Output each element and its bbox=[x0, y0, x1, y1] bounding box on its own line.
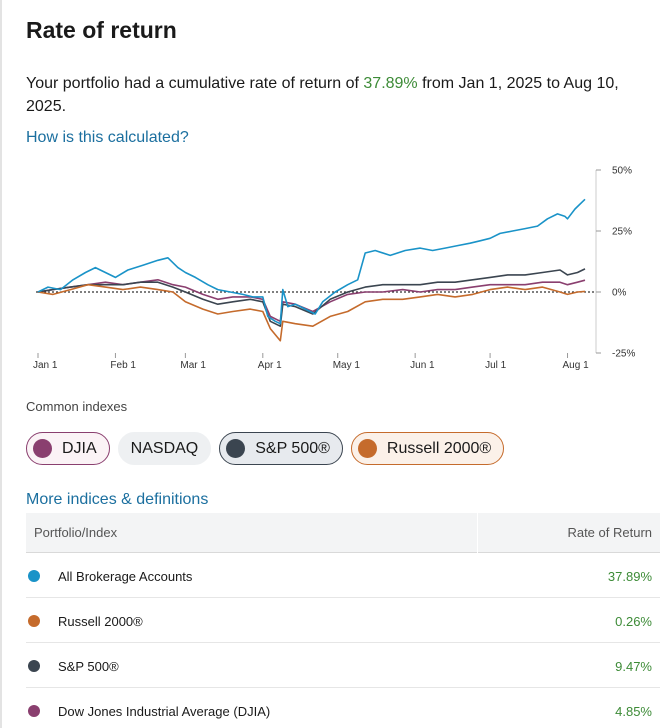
column-header-return: Rate of Return bbox=[567, 525, 652, 540]
table-row: S&P 500® 9.47% bbox=[26, 643, 660, 688]
chip-nasdaq[interactable]: NASDAQ bbox=[117, 432, 212, 465]
more-indices-link[interactable]: More indices & definitions bbox=[26, 491, 209, 508]
series-color-dot bbox=[28, 615, 40, 627]
row-return: 4.85% bbox=[615, 704, 652, 719]
column-header-name: Portfolio/Index bbox=[34, 525, 118, 540]
rate-of-return-chart: 50% 25% 0% -25% Jan 1 Feb 1 Mar 1 Apr 1 May 1 Jun… bbox=[33, 166, 635, 372]
summary-return-value: 37.89% bbox=[363, 75, 418, 92]
djia-color-dot bbox=[33, 439, 52, 458]
column-divider bbox=[477, 513, 478, 553]
series-line bbox=[37, 279, 586, 323]
x-tick-label: Apr 1 bbox=[258, 360, 282, 371]
y-tick-label: -25% bbox=[612, 349, 635, 360]
common-indexes-label: Common indexes bbox=[26, 399, 128, 414]
chip-sp500-label: S&P 500® bbox=[255, 439, 330, 457]
sp500-color-dot bbox=[226, 439, 246, 458]
x-tick-label: Mar 1 bbox=[180, 360, 206, 371]
x-tick-label: Jan 1 bbox=[33, 360, 58, 371]
row-return: 37.89% bbox=[607, 569, 652, 584]
y-tick-label: 50% bbox=[612, 166, 632, 177]
series-line bbox=[37, 268, 586, 327]
series-color-dot bbox=[28, 570, 40, 582]
chip-djia-label: DJIA bbox=[62, 439, 97, 457]
chip-nasdaq-label: NASDAQ bbox=[130, 439, 199, 457]
summary-prefix: Your portfolio had a cumulative rate of … bbox=[26, 75, 364, 92]
x-tick-label: Jul 1 bbox=[485, 360, 507, 371]
chip-djia[interactable]: DJIA bbox=[26, 432, 110, 465]
row-name: S&P 500® bbox=[58, 659, 119, 674]
page-title: Rate of return bbox=[26, 17, 177, 43]
x-tick-label: Aug 1 bbox=[563, 360, 590, 371]
row-name: All Brokerage Accounts bbox=[58, 569, 193, 584]
table-row: Dow Jones Industrial Average (DJIA) 4.85… bbox=[26, 688, 660, 728]
series-line bbox=[37, 198, 586, 325]
x-tick-label: May 1 bbox=[333, 360, 361, 371]
y-tick-label: 0% bbox=[612, 288, 627, 299]
y-tick-label: 25% bbox=[612, 227, 632, 238]
table-header: Portfolio/Index Rate of Return bbox=[26, 513, 660, 553]
series-color-dot bbox=[28, 705, 40, 717]
row-name: Russell 2000® bbox=[58, 614, 143, 629]
how-calculated-link[interactable]: How is this calculated? bbox=[26, 129, 189, 146]
return-summary: Your portfolio had a cumulative rate of … bbox=[26, 72, 646, 118]
chip-russell-label: Russell 2000® bbox=[386, 439, 492, 457]
row-return: 0.26% bbox=[615, 614, 652, 629]
x-tick-label: Jun 1 bbox=[410, 360, 435, 371]
series-color-dot bbox=[28, 660, 40, 672]
series-line bbox=[37, 283, 586, 342]
summary-suffix: from Jan 1, 2025 to Aug 10, 2025. bbox=[26, 75, 619, 115]
russell-color-dot bbox=[357, 439, 377, 458]
row-name: Dow Jones Industrial Average (DJIA) bbox=[58, 704, 271, 719]
x-tick-label: Feb 1 bbox=[110, 360, 136, 371]
returns-table: Portfolio/Index Rate of Return All Broke… bbox=[26, 513, 660, 728]
panel-left-border bbox=[0, 0, 2, 728]
index-chips: DJIA NASDAQ S&P 500® Russell 2000® bbox=[26, 432, 505, 465]
row-return: 9.47% bbox=[615, 659, 652, 674]
table-row: Russell 2000® 0.26% bbox=[26, 598, 660, 643]
chip-russell2000[interactable]: Russell 2000® bbox=[350, 432, 505, 465]
table-row: All Brokerage Accounts 37.89% bbox=[26, 553, 660, 598]
chip-sp500[interactable]: S&P 500® bbox=[219, 432, 343, 465]
